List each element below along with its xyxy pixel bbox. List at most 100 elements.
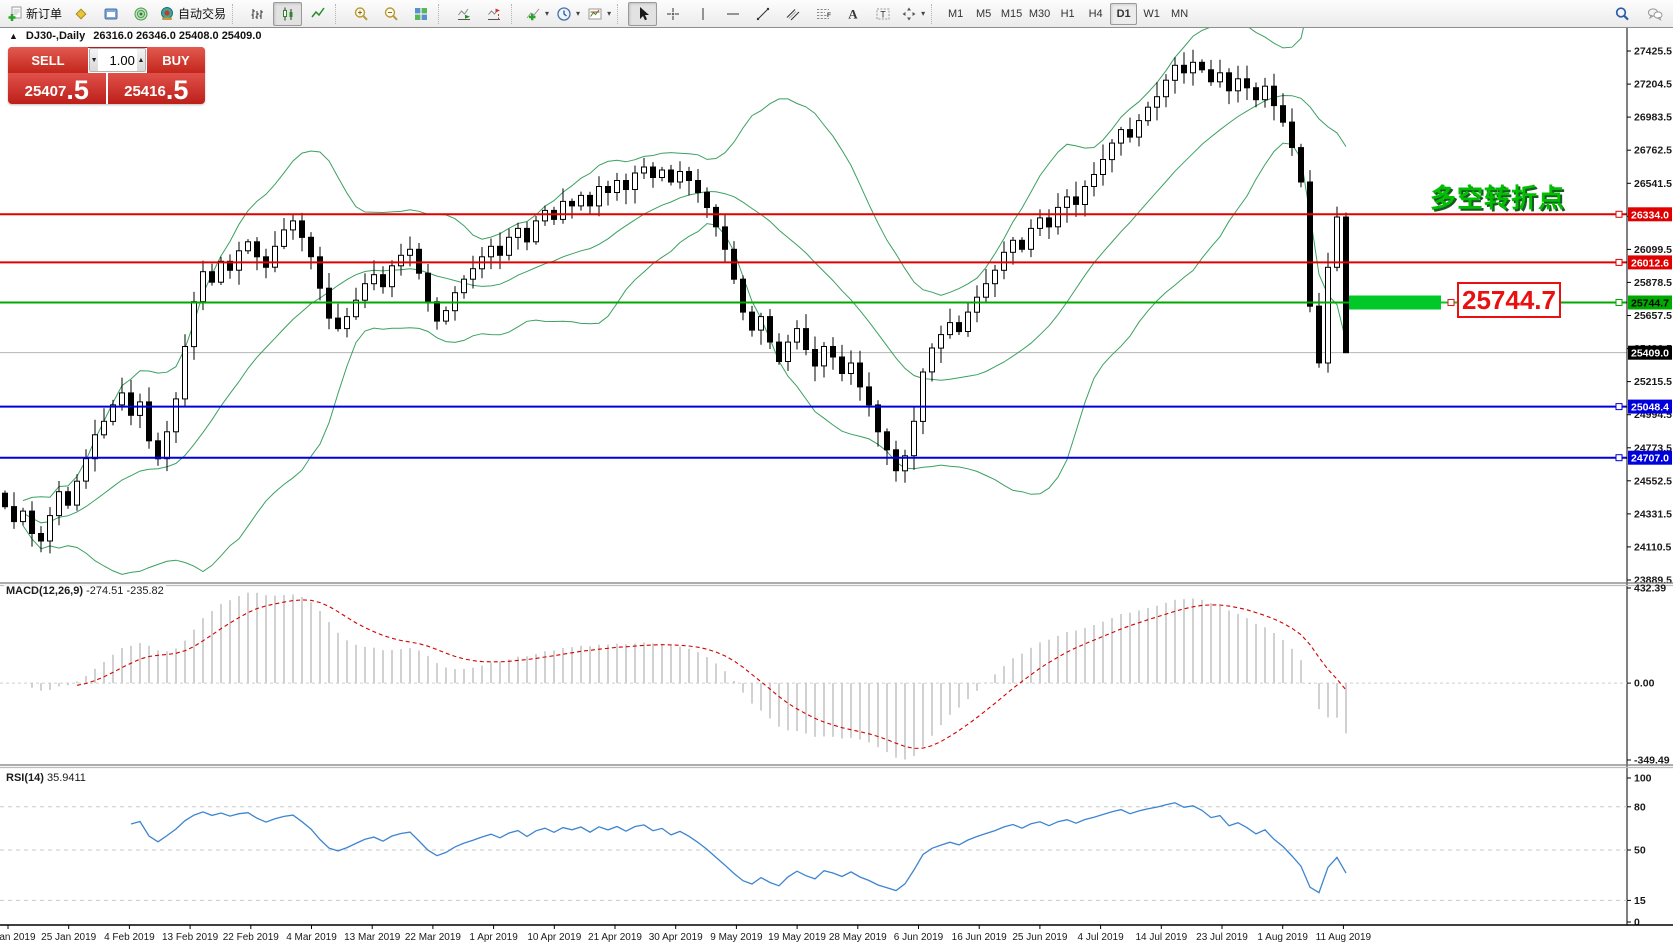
bar-chart-icon [251, 8, 263, 19]
trendline-icon [756, 7, 769, 20]
chart-profile-button[interactable] [66, 2, 95, 26]
toolbar-separator [931, 3, 939, 24]
horizontal-line-button[interactable] [718, 2, 747, 26]
timeframe-tf-h4-button[interactable]: H4 [1082, 3, 1109, 25]
timeframe-tf-w1-button[interactable]: W1 [1138, 3, 1165, 25]
search-button[interactable] [1607, 2, 1636, 26]
text-button[interactable]: A [838, 2, 867, 26]
timeframe-tf-mn-button[interactable]: MN [1166, 3, 1193, 25]
toolbar-separator [335, 3, 343, 24]
new-order-button[interactable]: 新订单 [4, 2, 65, 26]
horizontal-line-26334.0[interactable] [0, 210, 1627, 218]
svg-text:26983.5: 26983.5 [1634, 112, 1672, 124]
chat-button[interactable] [1640, 2, 1669, 26]
timeframe-tf-m15-button[interactable]: M15 [998, 3, 1025, 25]
highlight-band[interactable] [1349, 295, 1457, 310]
tile-windows-button[interactable] [406, 2, 435, 26]
turning-point-annotation[interactable]: 多空转折点 [1429, 183, 1565, 213]
candlestick-button[interactable] [273, 1, 303, 26]
svg-text:16 Jan 2019: 16 Jan 2019 [0, 932, 36, 943]
signals-icon [134, 7, 148, 20]
equidistant-channel-icon [786, 8, 799, 20]
dropdown-caret-icon[interactable]: ▾ [545, 9, 550, 18]
zoom-in-button[interactable] [346, 2, 375, 26]
autotrading-button[interactable]: 自动交易 [156, 2, 229, 26]
price-axis[interactable]: 27425.527204.526983.526762.526541.526320… [1626, 28, 1673, 925]
macd-indicator-label: MACD(12,26,9) -274.51 -235.82 [4, 585, 166, 597]
periods-button[interactable]: ▾ [553, 2, 583, 26]
arrows-button[interactable]: ▾ [898, 2, 928, 26]
svg-text:27425.5: 27425.5 [1634, 46, 1672, 58]
chart-canvas[interactable]: 27425.527204.526983.526762.526541.526320… [0, 28, 1673, 949]
templates-button[interactable]: ▾ [584, 2, 614, 26]
terminal-button[interactable] [96, 2, 125, 26]
bollinger-bands [22, 28, 1347, 575]
tile-windows-icon [414, 7, 427, 20]
svg-text:10 Apr 2019: 10 Apr 2019 [527, 932, 581, 943]
timeframe-tf-d1-button[interactable]: D1 [1110, 2, 1138, 25]
svg-text:80: 80 [1634, 801, 1646, 813]
tf-h1-label: H1 [1060, 7, 1075, 20]
svg-text:26334.0: 26334.0 [1631, 209, 1669, 221]
svg-text:24707.0: 24707.0 [1631, 453, 1669, 465]
trendline-button[interactable] [748, 2, 777, 26]
auto-scroll-button[interactable] [449, 2, 478, 26]
chart-shift-button[interactable] [479, 2, 508, 26]
candlesticks [2, 49, 1349, 554]
timeframe-tf-m5-button[interactable]: M5 [970, 3, 997, 25]
fibonacci-icon: F [816, 8, 831, 19]
svg-text:25878.5: 25878.5 [1634, 277, 1672, 289]
dropdown-caret-icon[interactable]: ▾ [921, 9, 926, 18]
svg-text:4 Feb 2019: 4 Feb 2019 [104, 932, 155, 943]
crosshair-icon [666, 7, 679, 20]
text-label-button[interactable]: T [868, 2, 897, 26]
svg-text:50: 50 [1634, 845, 1646, 857]
equidistant-channel-button[interactable] [778, 2, 807, 26]
fibonacci-button[interactable]: F [808, 2, 837, 26]
timeframe-tf-m30-button[interactable]: M30 [1026, 3, 1053, 25]
vertical-line-button[interactable] [688, 2, 717, 26]
main-toolbar: 新订单 自动交易 ▾ ▾ ▾ F A T ▾ M1 M5 M15 M30 H1 H4 D1 W1 MN [0, 0, 1673, 28]
line-chart-button[interactable] [303, 2, 332, 26]
volume-decrease-button[interactable]: ▼ [90, 49, 99, 71]
price-level-callout[interactable]: 25744.7 [1457, 282, 1561, 318]
svg-text:6 Jun 2019: 6 Jun 2019 [894, 932, 944, 943]
svg-text:-349.49: -349.49 [1634, 755, 1670, 767]
sell-price[interactable]: 25407.5 [8, 73, 106, 104]
tf-h4-label: H4 [1088, 7, 1103, 20]
svg-text:4 Jul 2019: 4 Jul 2019 [1078, 932, 1125, 943]
svg-text:14 Jul 2019: 14 Jul 2019 [1135, 932, 1187, 943]
svg-text:25 Jan 2019: 25 Jan 2019 [41, 932, 96, 943]
timeframe-tf-m1-button[interactable]: M1 [942, 3, 969, 25]
horizontal-line-24707.0[interactable] [0, 454, 1627, 462]
crosshair-button[interactable] [658, 2, 687, 26]
one-click-trading-panel: SELL ▼ ▲ BUY 25407.5 25416.5 [8, 47, 205, 104]
zoom-out-button[interactable] [376, 2, 405, 26]
timeframe-tf-h1-button[interactable]: H1 [1054, 3, 1081, 25]
buy-price[interactable]: 25416.5 [107, 73, 205, 104]
indicators-button[interactable]: ▾ [522, 2, 552, 26]
svg-text:16 Jun 2019: 16 Jun 2019 [952, 932, 1007, 943]
buy-button[interactable]: BUY [147, 47, 205, 73]
time-axis[interactable]: 16 Jan 2019 25 Jan 2019 4 Feb 2019 13 Feb 2… [0, 924, 1673, 943]
autotrading-label: 自动交易 [178, 7, 227, 21]
horizontal-line-25048.4[interactable] [0, 403, 1627, 411]
cursor-button[interactable] [628, 1, 658, 26]
svg-text:1 Apr 2019: 1 Apr 2019 [469, 932, 518, 943]
collapse-arrow-icon[interactable]: ▲ [9, 31, 18, 41]
volume-input[interactable] [98, 49, 137, 71]
bar-chart-button[interactable] [243, 2, 272, 26]
symbol-period-label: DJ30-,Daily [25, 30, 86, 42]
dropdown-caret-icon[interactable]: ▾ [607, 9, 612, 18]
signals-button[interactable] [126, 2, 155, 26]
svg-text:26541.5: 26541.5 [1634, 178, 1672, 190]
dropdown-caret-icon[interactable]: ▾ [576, 9, 581, 18]
sell-button[interactable]: SELL [8, 47, 88, 73]
volume-increase-button[interactable]: ▲ [136, 49, 145, 71]
chat-icon [1647, 7, 1662, 21]
pane-separators[interactable] [0, 582, 1673, 769]
svg-text:24552.5: 24552.5 [1634, 475, 1672, 487]
horizontal-line-26012.6[interactable] [0, 258, 1627, 266]
terminal-icon [104, 8, 118, 19]
toolbar-separator [438, 3, 446, 24]
